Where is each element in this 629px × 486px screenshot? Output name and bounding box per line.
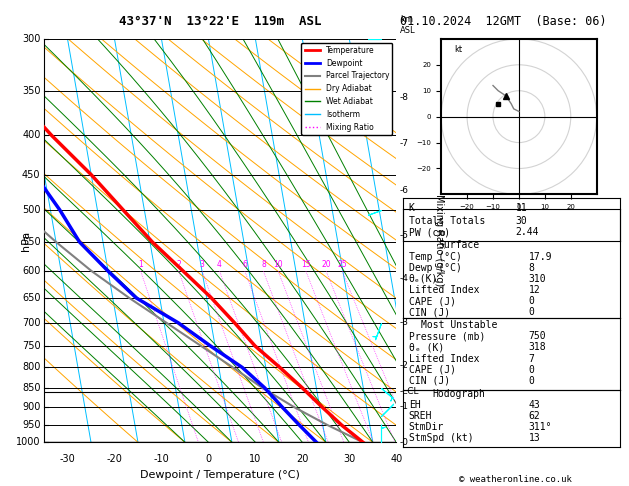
Text: 15: 15 (301, 260, 311, 269)
Text: Dewp (°C): Dewp (°C) (409, 263, 462, 273)
Text: 1000: 1000 (16, 437, 40, 447)
Text: StmDir: StmDir (409, 422, 444, 432)
Text: 01.10.2024  12GMT  (Base: 06): 01.10.2024 12GMT (Base: 06) (400, 15, 606, 28)
Text: 700: 700 (22, 318, 40, 328)
Text: Surface: Surface (438, 240, 480, 250)
Text: 2.44: 2.44 (516, 227, 539, 237)
Text: 20: 20 (296, 454, 309, 464)
Text: θₑ(K): θₑ(K) (409, 274, 438, 284)
Text: CIN (J): CIN (J) (409, 308, 450, 317)
Text: 40: 40 (390, 454, 403, 464)
Text: 10: 10 (249, 454, 262, 464)
Text: 20: 20 (321, 260, 331, 269)
Text: 0: 0 (528, 308, 534, 317)
Text: 500: 500 (22, 205, 40, 215)
Text: km
ASL: km ASL (400, 16, 415, 35)
Text: 650: 650 (22, 293, 40, 303)
Text: -2: -2 (400, 361, 409, 370)
Text: Dewpoint / Temperature (°C): Dewpoint / Temperature (°C) (140, 470, 300, 481)
Text: Temp (°C): Temp (°C) (409, 252, 462, 261)
Text: -LCL: -LCL (400, 387, 420, 396)
Text: 310: 310 (528, 274, 546, 284)
Text: 350: 350 (22, 86, 40, 96)
Text: Mixing Ratio (g/kg): Mixing Ratio (g/kg) (433, 194, 443, 287)
Text: CAPE (J): CAPE (J) (409, 365, 456, 375)
Text: 30: 30 (343, 454, 355, 464)
Text: 8: 8 (528, 263, 534, 273)
Text: 450: 450 (22, 170, 40, 180)
Text: 30: 30 (516, 216, 528, 226)
Text: -6: -6 (400, 186, 409, 195)
Text: 300: 300 (22, 34, 40, 44)
Text: 550: 550 (22, 237, 40, 247)
Text: kt: kt (454, 45, 462, 54)
Text: 11: 11 (516, 204, 528, 213)
Text: 750: 750 (528, 331, 546, 341)
Text: -20: -20 (106, 454, 123, 464)
Text: 3: 3 (200, 260, 204, 269)
Text: -1: -1 (400, 402, 409, 412)
Text: 2: 2 (176, 260, 181, 269)
Text: 6: 6 (242, 260, 247, 269)
Text: 62: 62 (528, 411, 540, 421)
Text: -8: -8 (400, 93, 409, 102)
Text: 0: 0 (528, 376, 534, 386)
Text: -30: -30 (60, 454, 75, 464)
Text: 10: 10 (274, 260, 283, 269)
Text: θₑ (K): θₑ (K) (409, 343, 444, 352)
Text: 950: 950 (22, 420, 40, 430)
Text: 13: 13 (528, 434, 540, 443)
Text: 0: 0 (528, 296, 534, 306)
Text: 0: 0 (205, 454, 211, 464)
Text: Hodograph: Hodograph (433, 389, 486, 399)
Text: 12: 12 (528, 285, 540, 295)
Text: StmSpd (kt): StmSpd (kt) (409, 434, 474, 443)
Text: -10: -10 (153, 454, 169, 464)
Text: Most Unstable: Most Unstable (421, 320, 498, 330)
Text: © weatheronline.co.uk: © weatheronline.co.uk (459, 474, 572, 484)
Text: -0: -0 (400, 438, 409, 447)
Text: PW (cm): PW (cm) (409, 227, 450, 237)
Text: 311°: 311° (528, 422, 552, 432)
Text: CIN (J): CIN (J) (409, 376, 450, 386)
Text: 43: 43 (528, 400, 540, 410)
Text: Lifted Index: Lifted Index (409, 354, 479, 364)
Text: 7: 7 (528, 354, 534, 364)
Text: hPa: hPa (21, 230, 31, 251)
Text: Pressure (mb): Pressure (mb) (409, 331, 485, 341)
Text: 1: 1 (138, 260, 143, 269)
Text: -7: -7 (400, 139, 409, 148)
Text: -4: -4 (400, 274, 409, 283)
Text: 800: 800 (22, 363, 40, 372)
Text: 900: 900 (22, 402, 40, 412)
Text: 25: 25 (338, 260, 347, 269)
Text: EH: EH (409, 400, 421, 410)
Text: 8: 8 (261, 260, 266, 269)
Legend: Temperature, Dewpoint, Parcel Trajectory, Dry Adiabat, Wet Adiabat, Isotherm, Mi: Temperature, Dewpoint, Parcel Trajectory… (301, 43, 392, 135)
Text: 17.9: 17.9 (528, 252, 552, 261)
Text: -5: -5 (400, 231, 409, 240)
Text: 850: 850 (22, 383, 40, 393)
Text: 750: 750 (22, 341, 40, 351)
Text: -3: -3 (400, 318, 409, 327)
Text: CAPE (J): CAPE (J) (409, 296, 456, 306)
Text: K: K (409, 204, 415, 213)
Text: 600: 600 (22, 266, 40, 276)
Text: SREH: SREH (409, 411, 432, 421)
Text: Totals Totals: Totals Totals (409, 216, 485, 226)
Text: 4: 4 (217, 260, 222, 269)
Text: 0: 0 (528, 365, 534, 375)
Text: 43°37'N  13°22'E  119m  ASL: 43°37'N 13°22'E 119m ASL (119, 15, 321, 28)
Text: 318: 318 (528, 343, 546, 352)
Text: 400: 400 (22, 130, 40, 140)
Text: Lifted Index: Lifted Index (409, 285, 479, 295)
